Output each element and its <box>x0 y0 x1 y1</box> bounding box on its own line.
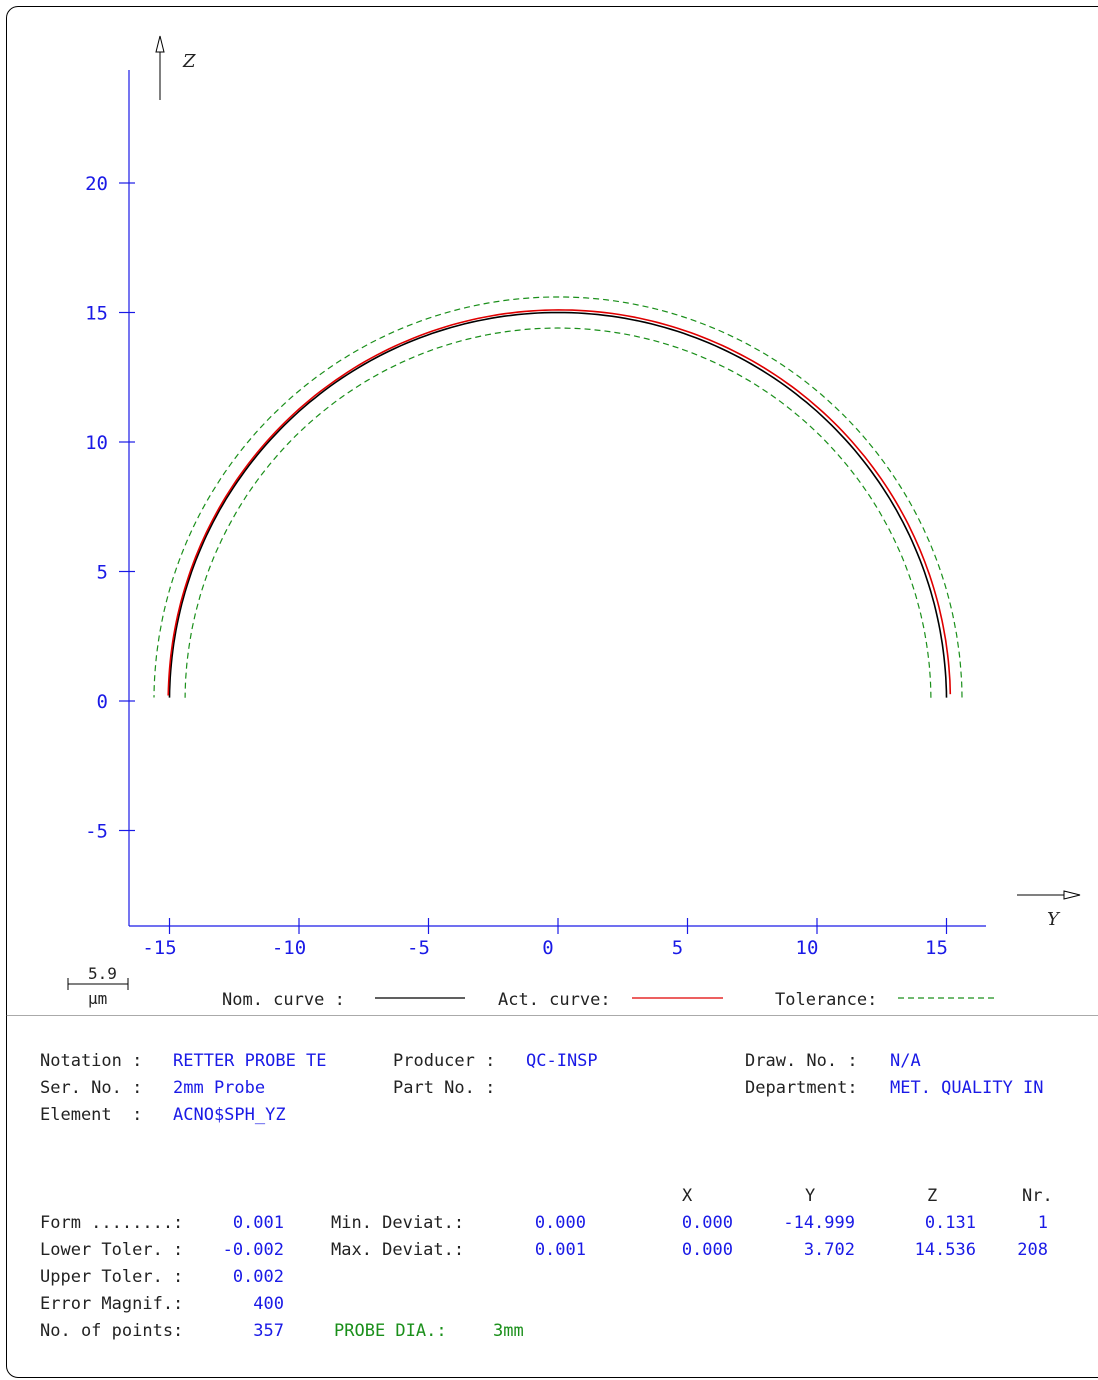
upper-toler-value: 0.002 <box>232 1267 284 1287</box>
col-nr-header: Nr. <box>1022 1186 1053 1206</box>
notation-value: RETTER PROBE TE <box>173 1051 327 1071</box>
y-tick-label: 15 <box>85 303 108 325</box>
min-deviat-value: 0.000 <box>534 1213 586 1233</box>
max-y: 3.702 <box>803 1240 855 1260</box>
y-axis-label: Y <box>1047 909 1061 930</box>
y-tick-label: -5 <box>85 821 108 843</box>
scale-bar-value: 5.9 <box>88 964 117 983</box>
min-x: 0.000 <box>681 1213 733 1233</box>
x-tick-label: 5 <box>672 937 683 959</box>
y-tick-label: 5 <box>97 562 108 584</box>
legend-tol-label: Tolerance: <box>775 990 878 1010</box>
scale-bar-unit: µm <box>88 989 108 1008</box>
tolerance-curve <box>153 296 963 698</box>
serno-label: Ser. No. : <box>40 1078 143 1098</box>
col-y-header: Y <box>805 1186 816 1206</box>
legend-lines <box>67 978 995 999</box>
y-tick-label: 0 <box>97 691 108 713</box>
x-tick-label: 0 <box>542 937 553 959</box>
min-nr: 1 <box>1037 1213 1048 1233</box>
producer-value: QC-INSP <box>526 1051 598 1071</box>
max-nr: 208 <box>1017 1240 1048 1260</box>
x-tick-label: -10 <box>272 937 306 959</box>
error-magnif-value: 400 <box>253 1294 284 1314</box>
drawno-value: N/A <box>890 1051 921 1071</box>
y-tick-label: 20 <box>85 173 108 195</box>
info-panel: Notation : RETTER PROBE TE Ser. No. : 2m… <box>0 1016 1098 1380</box>
curves <box>153 296 963 698</box>
lower-toler-label: Lower Toler. : <box>40 1240 184 1260</box>
plot-area: -15 -10 -5 0 5 10 15 -5 0 5 10 15 20 Z Y <box>6 35 1098 1016</box>
legend-nom-label: Nom. curve : <box>222 990 345 1010</box>
z-arrow-head-icon <box>155 35 165 53</box>
x-tick-label: -5 <box>407 937 430 959</box>
max-z: 14.536 <box>914 1240 976 1260</box>
tolerance-curve <box>184 327 932 698</box>
form-label: Form ........: <box>40 1213 184 1233</box>
y-tick-label: 10 <box>85 432 108 454</box>
min-y: -14.999 <box>783 1213 855 1233</box>
actual-curve <box>167 309 952 696</box>
max-deviat-value: 0.001 <box>534 1240 586 1260</box>
department-value: MET. QUALITY IN <box>890 1078 1044 1098</box>
report-frame <box>6 6 1098 1378</box>
legend-act-label: Act. curve: <box>498 990 611 1010</box>
points-label: No. of points: <box>40 1321 184 1341</box>
x-tick-label: -15 <box>142 937 176 959</box>
notation-label: Notation : <box>40 1051 143 1071</box>
serno-value: 2mm Probe <box>173 1078 266 1098</box>
y-arrow-head-icon <box>1063 890 1081 900</box>
upper-toler-label: Upper Toler. : <box>40 1267 184 1287</box>
producer-label: Producer : <box>393 1051 496 1071</box>
probe-dia-value: 3mm <box>493 1321 524 1341</box>
form-value: 0.001 <box>232 1213 284 1233</box>
max-deviat-label: Max. Deviat.: <box>331 1240 465 1260</box>
x-tick-label: 15 <box>925 937 948 959</box>
min-z: 0.131 <box>924 1213 976 1233</box>
axes: -15 -10 -5 0 5 10 15 -5 0 5 10 15 20 Z Y <box>85 35 1081 959</box>
points-value: 357 <box>253 1321 284 1341</box>
element-value: ACNO$SPH_YZ <box>173 1105 286 1125</box>
min-deviat-label: Min. Deviat.: <box>331 1213 465 1233</box>
lower-toler-value: -0.002 <box>222 1240 284 1260</box>
col-x-header: X <box>682 1186 693 1206</box>
element-label: Element : <box>40 1105 143 1125</box>
col-z-header: Z <box>927 1186 938 1206</box>
drawno-label: Draw. No. : <box>745 1051 858 1071</box>
z-axis-label: Z <box>182 51 196 72</box>
probe-dia-label: PROBE DIA.: <box>334 1321 447 1341</box>
department-label: Department: <box>745 1078 858 1098</box>
partno-label: Part No. : <box>393 1078 496 1098</box>
max-x: 0.000 <box>681 1240 733 1260</box>
error-magnif-label: Error Magnif.: <box>40 1294 184 1314</box>
nominal-curve <box>168 311 948 698</box>
x-tick-label: 10 <box>796 937 819 959</box>
